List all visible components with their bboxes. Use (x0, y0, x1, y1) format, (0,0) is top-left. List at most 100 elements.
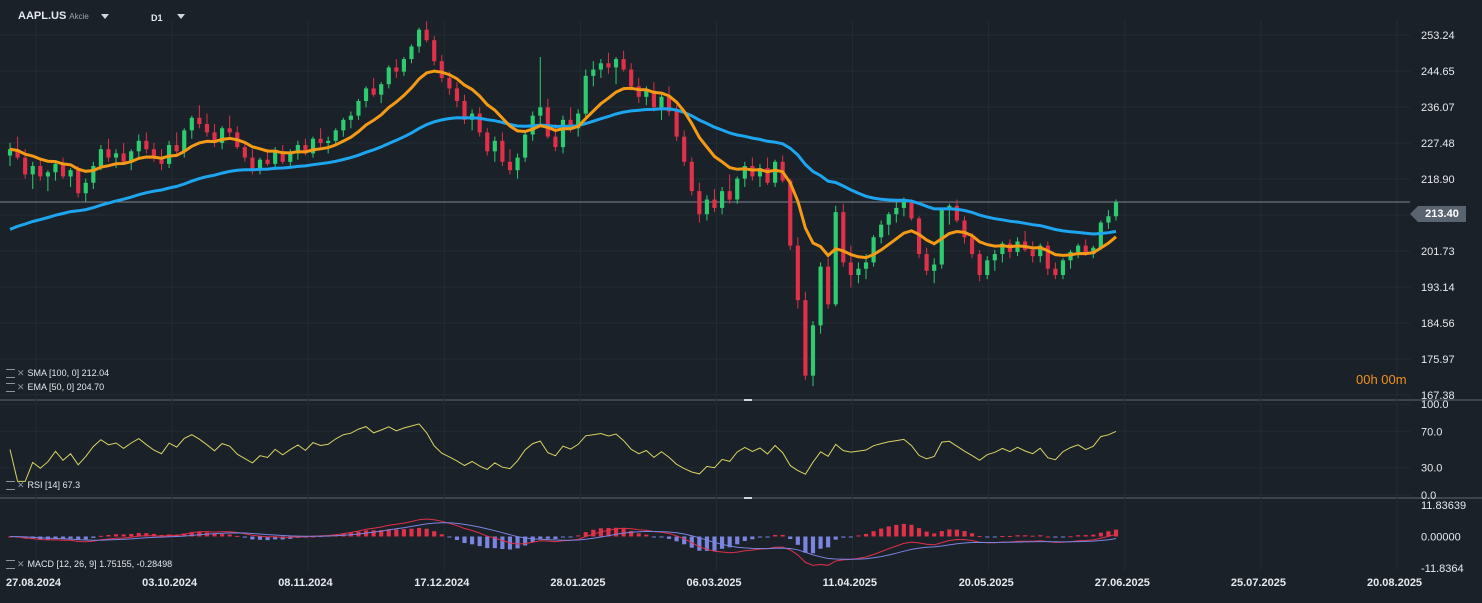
macd-histogram-bar (470, 536, 475, 545)
macd-histogram-bar (401, 529, 407, 537)
candle-body (909, 201, 914, 219)
close-icon[interactable]: ✕ (17, 368, 25, 378)
macd-histogram-bar (977, 536, 982, 538)
macd-histogram-bar (689, 536, 694, 548)
sma-indicator-legend[interactable]: ✕ SMA [100, 0] 212.04 (6, 368, 109, 379)
signal-line (9, 522, 1117, 560)
macd-histogram-bar (810, 536, 816, 554)
macd-histogram-bar (1091, 534, 1096, 537)
candle-body (98, 149, 103, 166)
y-tick-label: 184.56 (1421, 318, 1455, 330)
macd-indicator-legend[interactable]: ✕ MACD [12, 26, 9] 1.75155, -0.28498 (6, 559, 172, 570)
settings-icon[interactable] (6, 481, 15, 491)
macd-histogram-bar (83, 536, 88, 540)
rsi-line (9, 423, 1117, 482)
candle-body (871, 237, 876, 263)
candle-body (273, 151, 278, 164)
candle-body (38, 165, 43, 177)
last-price-label: 213.40 (1410, 206, 1466, 222)
candle-body (856, 268, 861, 275)
macd-histogram-bar (523, 536, 528, 546)
macd-histogram-bar (386, 529, 391, 537)
macd-histogram-bar (182, 533, 187, 537)
macd-histogram-bar (954, 529, 960, 537)
candle-body (924, 254, 929, 271)
macd-histogram-bar (1106, 531, 1111, 537)
candle-body (848, 262, 853, 275)
timeframe-selector[interactable]: D1 (151, 13, 163, 23)
candle-body (644, 90, 649, 97)
rsi-indicator-legend[interactable]: ✕ RSI [14] 67.3 (6, 480, 80, 491)
symbol-chevron-down-icon[interactable] (101, 14, 109, 19)
y-tick-label: 167.38 (1421, 390, 1455, 402)
macd-histogram-bar (250, 536, 255, 540)
settings-icon[interactable] (6, 560, 15, 570)
candle-body (568, 119, 573, 129)
macd-histogram-bar (682, 536, 687, 545)
macd-histogram-bar (576, 535, 581, 537)
candle-body (545, 107, 550, 137)
candle-body (492, 140, 497, 152)
macd-histogram-bar (1030, 535, 1035, 537)
candle-body (659, 96, 664, 108)
candle-body (621, 59, 626, 70)
y-tick-label: 244.65 (1421, 66, 1455, 78)
sma-line (9, 107, 1117, 236)
candle-body (500, 140, 505, 162)
timeframe-chevron-down-icon[interactable] (177, 14, 185, 19)
candle-body (113, 153, 119, 158)
macd-histogram-bar (1068, 536, 1073, 538)
macd-histogram-bar (560, 536, 566, 538)
candle-body (439, 61, 444, 78)
settings-icon[interactable] (6, 383, 15, 393)
macd-histogram-bar (136, 533, 141, 537)
rsi-tick-label: 70.0 (1421, 426, 1442, 438)
macd-histogram-bar (257, 536, 263, 540)
macd-histogram-bar (613, 527, 619, 537)
candle-body (833, 212, 838, 305)
candle-body (1030, 249, 1035, 257)
close-icon[interactable]: ✕ (17, 559, 25, 569)
candle-body (613, 59, 619, 68)
candle-body (159, 157, 164, 164)
macd-histogram-bar (1000, 535, 1005, 537)
candle-body (553, 136, 558, 148)
macd-histogram-bar (992, 536, 997, 538)
candle-body (447, 77, 452, 89)
rsi-tick-label: 100.0 (1421, 399, 1449, 411)
candle-body (409, 46, 414, 60)
candle-body (15, 149, 20, 158)
macd-histogram-bar (704, 536, 710, 551)
symbol-selector[interactable]: AAPL.US Akcie (18, 10, 89, 22)
candle-body (810, 325, 816, 376)
candle-body (53, 163, 58, 173)
candle-body (1045, 245, 1050, 269)
ema-indicator-legend[interactable]: ✕ EMA [50, 0] 204.70 (6, 382, 104, 393)
candle-body (1076, 245, 1081, 252)
macd-line (9, 518, 1117, 566)
macd-histogram-bar (515, 536, 520, 549)
macd-histogram-bar (568, 536, 573, 538)
settings-icon[interactable] (6, 369, 15, 379)
close-icon[interactable]: ✕ (17, 480, 25, 490)
macd-histogram-bar (273, 536, 278, 540)
close-icon[interactable]: ✕ (17, 382, 25, 392)
moving-averages-layer (9, 69, 1117, 260)
candle-body (591, 69, 596, 76)
y-tick-label: 227.48 (1421, 138, 1455, 150)
macd-histogram-bar (53, 536, 58, 539)
candle-body (697, 191, 702, 215)
macd-histogram-bar (848, 536, 853, 538)
macd-histogram-bar (780, 534, 785, 537)
candle-body (795, 245, 800, 301)
candle-body (682, 136, 687, 162)
macd-histogram-bar (879, 528, 884, 537)
macd-histogram-bar (636, 533, 641, 537)
candle-body (954, 205, 960, 221)
candle-body (992, 254, 997, 261)
macd-histogram-bar (644, 534, 649, 537)
x-tick-label: 20.05.2025 (959, 577, 1014, 589)
macd-histogram-bar (727, 536, 732, 548)
